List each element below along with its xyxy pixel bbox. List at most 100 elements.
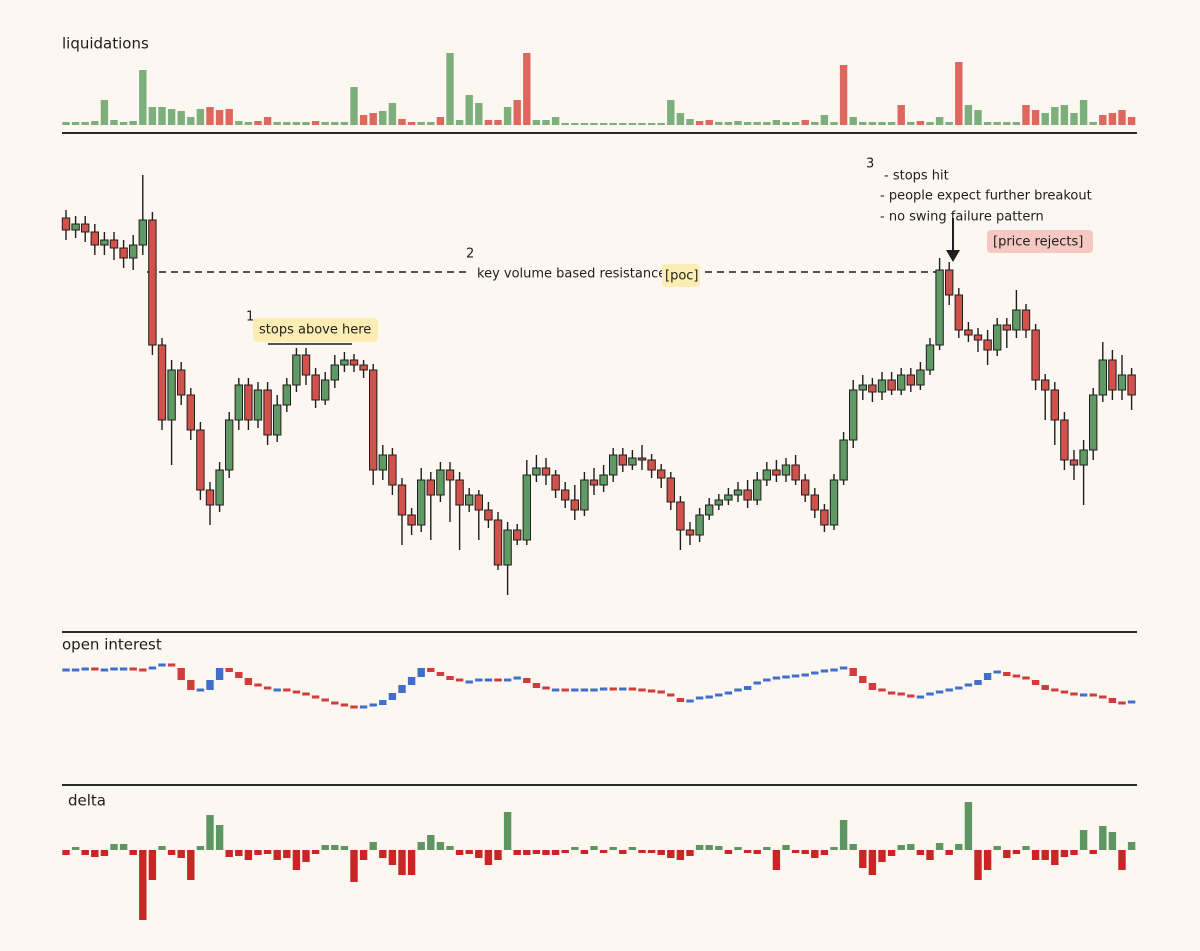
bar (551, 117, 560, 125)
bar (897, 105, 905, 125)
oi-mark (1127, 700, 1136, 704)
bar (235, 121, 243, 125)
bar (513, 850, 521, 855)
candle-body (100, 239, 109, 246)
bar (244, 122, 253, 125)
candle-body (993, 324, 1002, 351)
bar (599, 850, 608, 853)
candle-body (906, 374, 915, 386)
candle-body (551, 474, 560, 491)
bar (427, 835, 435, 850)
oi-mark (187, 680, 195, 690)
oi-mark (417, 668, 425, 677)
oi-mark (206, 680, 214, 690)
bar (1031, 850, 1040, 860)
bar (331, 845, 339, 850)
candle-body (637, 457, 647, 461)
oi-mark (926, 692, 934, 696)
oi-mark (897, 692, 905, 696)
annotation: - no swing failure pattern (880, 210, 1044, 225)
bar (1108, 832, 1117, 850)
candle-body (916, 369, 925, 386)
candle-body (954, 294, 963, 331)
bar (859, 850, 867, 868)
bar (369, 842, 377, 850)
bar (926, 122, 934, 125)
bar (129, 121, 137, 125)
bar (206, 107, 214, 125)
bar (340, 846, 349, 850)
bar (676, 850, 685, 860)
bar (782, 845, 790, 850)
bar (350, 850, 358, 882)
bar (321, 845, 329, 850)
bar (619, 850, 627, 854)
annotation: [price rejects] (993, 235, 1083, 250)
bar (839, 65, 848, 125)
candle-body (445, 469, 455, 481)
candle-body (724, 494, 733, 501)
bar (590, 123, 598, 125)
bar (561, 123, 569, 125)
candle-body (119, 247, 128, 259)
highlight (253, 318, 378, 342)
candle-body (311, 374, 320, 401)
oi-mark (359, 705, 368, 709)
candle-body (1079, 449, 1088, 466)
bar (100, 850, 109, 856)
oi-mark (887, 691, 896, 695)
bar (1031, 110, 1040, 125)
bar (1003, 122, 1011, 125)
bar (110, 844, 118, 850)
candle-body (522, 474, 531, 541)
bar (331, 122, 339, 125)
candle-body (378, 454, 388, 471)
bar (580, 850, 589, 854)
bar (513, 100, 521, 125)
candle-body (493, 519, 503, 566)
candle-body (897, 374, 906, 391)
bar (993, 846, 1001, 850)
bar (734, 121, 742, 125)
candle-body (609, 454, 618, 476)
bar (292, 850, 301, 870)
oi-mark (705, 695, 713, 699)
bar (532, 850, 541, 854)
annotation-number: 1 (246, 310, 254, 325)
oi-mark (820, 669, 829, 673)
bar (225, 109, 233, 125)
oi-mark (599, 687, 608, 691)
bar (350, 87, 358, 125)
bar (398, 119, 406, 125)
oi-mark (1003, 672, 1011, 676)
candle-body (1127, 374, 1136, 396)
oi-mark (628, 687, 637, 691)
bar (494, 850, 502, 860)
bar (974, 110, 982, 125)
bar (1022, 105, 1030, 125)
oi-mark (369, 703, 377, 707)
candle-body (215, 469, 224, 506)
candle-body (714, 499, 723, 506)
bar (81, 122, 89, 125)
oi-mark (1060, 690, 1069, 694)
candle-body (369, 369, 378, 471)
annotation: - people expect further breakout (880, 189, 1092, 204)
annotation: key volume based resistance (477, 267, 666, 282)
bar (254, 121, 262, 125)
oi-mark (225, 668, 233, 672)
oi-mark (657, 690, 665, 694)
bar (619, 123, 627, 125)
bar (609, 847, 617, 850)
oi-mark (638, 688, 646, 692)
candle-body (426, 479, 436, 496)
oi-mark (935, 690, 944, 694)
oi-mark (110, 667, 118, 671)
bar (407, 122, 416, 125)
bar (158, 846, 166, 850)
bar (215, 110, 224, 125)
bar (465, 95, 473, 125)
oi-mark (1070, 692, 1078, 696)
bar (1127, 842, 1136, 850)
